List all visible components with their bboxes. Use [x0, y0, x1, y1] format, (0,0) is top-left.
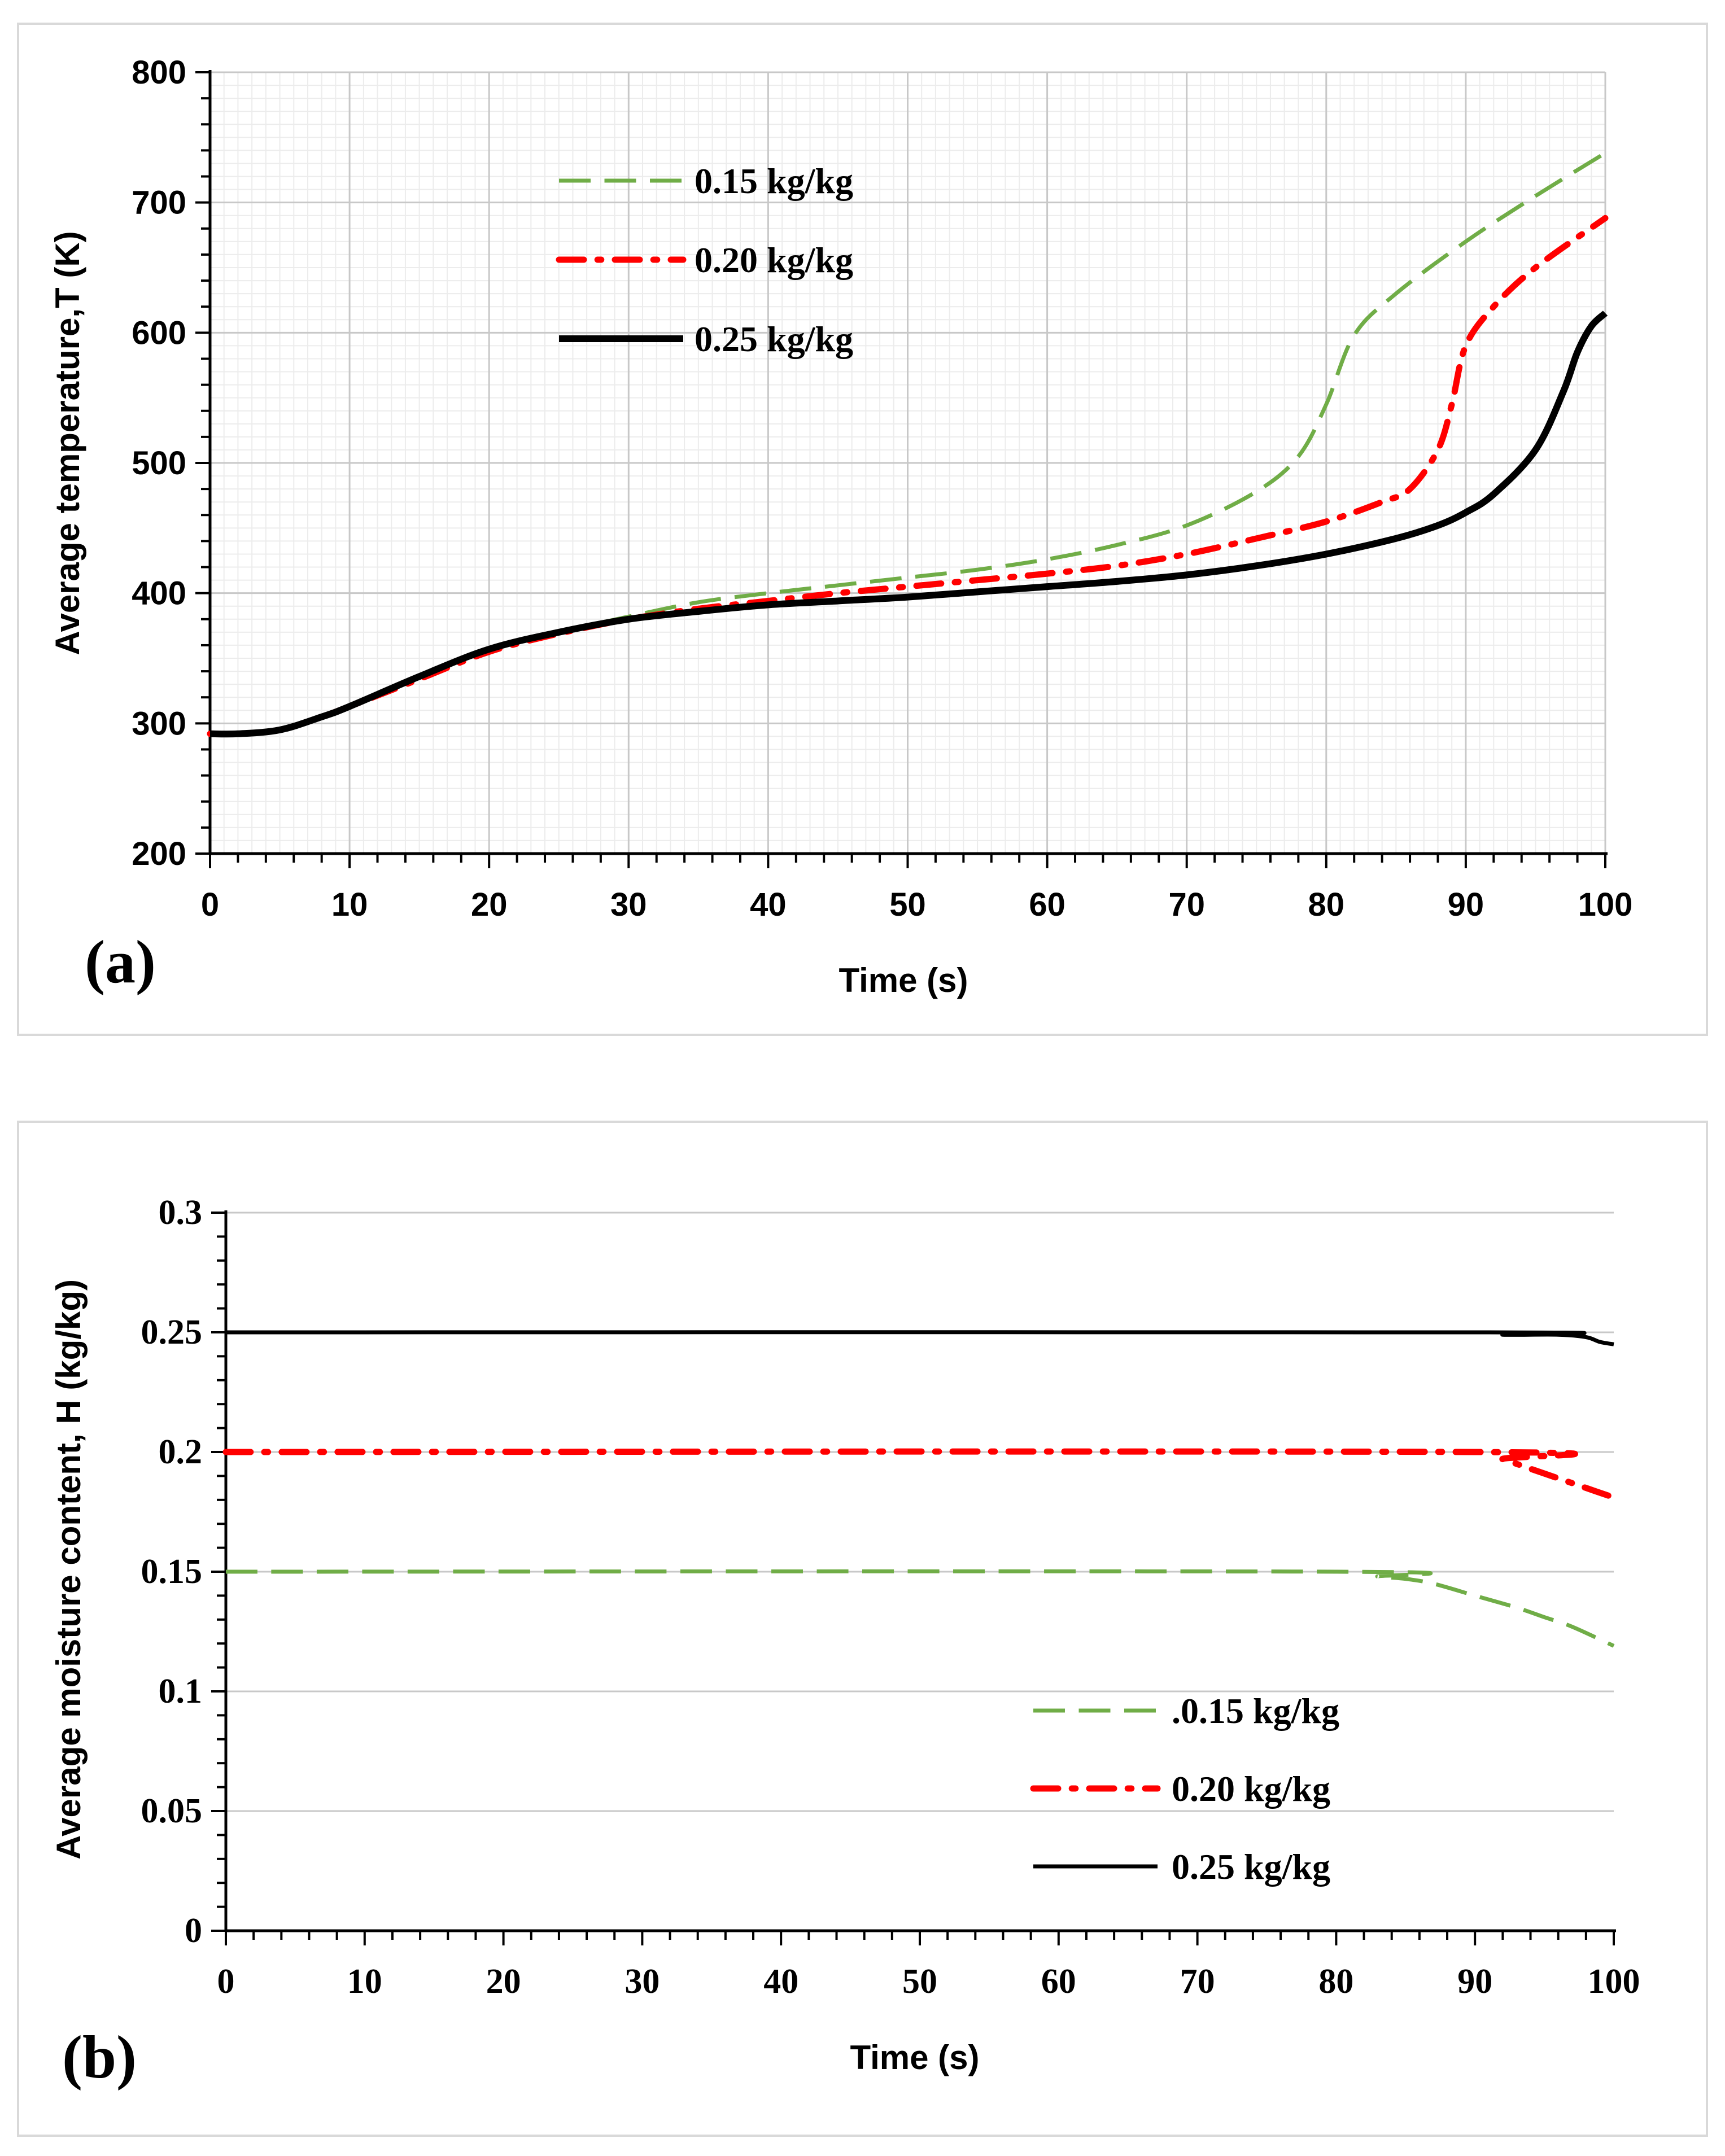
legend-label-2: 0.20 kg/kg	[695, 240, 853, 280]
panel-label-b: (b)	[62, 2024, 137, 2091]
moisture-y-axis-title: Average moisture content, H (kg/kg)	[50, 1279, 88, 1860]
x-tick-label: 50	[902, 1962, 937, 2001]
y-tick-label: 500	[132, 445, 186, 482]
series-line-3	[225, 1330, 1614, 1346]
legend-label-1: .0.15 kg/kg	[1172, 1691, 1339, 1731]
x-tick-label: 100	[1578, 886, 1633, 923]
temperature-series	[207, 151, 1609, 738]
x-tick-label: 40	[763, 1962, 798, 2001]
x-tick-label: 10	[347, 1962, 382, 2001]
temperature-x-tick-labels: 0 10 20 30 40 50 60 70 80 90 100	[201, 886, 1633, 923]
x-tick-label: 70	[1168, 886, 1205, 923]
y-tick-label: 0.25	[141, 1313, 203, 1352]
y-tick-label: 0.3	[159, 1193, 203, 1232]
y-tick-label: 0.15	[141, 1553, 203, 1591]
x-tick-label: 30	[625, 1962, 660, 2001]
temperature-x-axis-title: Time (s)	[839, 961, 968, 999]
moisture-series	[222, 1330, 1617, 1648]
moisture-x-axis-title: Time (s)	[850, 2039, 980, 2076]
y-tick-label: 600	[132, 314, 186, 351]
x-tick-label: 80	[1308, 886, 1345, 923]
moisture-y-tick-labels: 0 0.05 0.1 0.15 0.2 0.25 0.3	[141, 1193, 203, 1950]
legend-label-2: 0.20 kg/kg	[1172, 1769, 1330, 1809]
moisture-x-tick-labels: 0 10 20 30 40 50 60 70 80 90 100	[217, 1962, 1640, 2001]
x-tick-label: 90	[1448, 886, 1484, 923]
y-tick-label: 800	[132, 54, 186, 91]
y-tick-label: 0.1	[159, 1672, 203, 1711]
y-tick-label: 200	[132, 836, 186, 872]
series-line-3	[209, 311, 1608, 738]
x-tick-label: 100	[1588, 1962, 1640, 2001]
x-tick-label: 40	[750, 886, 787, 923]
temperature-y-axis-title: Average temperature,T (K)	[49, 231, 86, 655]
series-line-2	[207, 215, 1609, 737]
x-tick-label: 60	[1029, 886, 1065, 923]
x-tick-label: 60	[1041, 1962, 1076, 2001]
y-tick-label: 0.05	[141, 1792, 203, 1830]
y-tick-label: 0	[185, 1912, 202, 1950]
legend-label-3: 0.25 kg/kg	[1172, 1847, 1330, 1887]
temperature-legend: 0.15 kg/kg 0.20 kg/kg 0.25 kg/kg	[556, 161, 853, 359]
y-tick-label: 400	[132, 575, 186, 612]
x-tick-label: 50	[889, 886, 926, 923]
x-tick-label: 90	[1457, 1962, 1492, 2001]
x-tick-label: 20	[486, 1962, 521, 2001]
x-tick-label: 20	[471, 886, 508, 923]
y-tick-label: 700	[132, 185, 186, 221]
x-tick-label: 70	[1180, 1962, 1215, 2001]
chart-panel-moisture	[17, 1121, 1708, 2137]
x-tick-label: 30	[610, 886, 647, 923]
moisture-legend: .0.15 kg/kg 0.20 kg/kg 0.25 kg/kg	[1030, 1691, 1339, 1887]
x-tick-label: 0	[201, 886, 219, 923]
series-line-1	[225, 1569, 1615, 1648]
x-tick-label: 80	[1318, 1962, 1353, 2001]
temperature-axes	[195, 70, 1608, 868]
x-tick-label: 10	[331, 886, 368, 923]
x-tick-label: 0	[217, 1962, 235, 2001]
moisture-chart: 0 0.05 0.1 0.15 0.2 0.25 0.3 0 10 20 30 40 50 60 70 80…	[50, 1193, 1640, 2091]
panel-label-a: (a)	[85, 929, 156, 996]
y-tick-label: 300	[132, 705, 186, 742]
temperature-chart: 200 300 400 500 600 700 800 0 10 20 30 40 50 60 70 80 9…	[49, 54, 1632, 999]
temperature-grid	[209, 71, 1606, 855]
series-line-2	[222, 1448, 1617, 1501]
legend-label-3: 0.25 kg/kg	[695, 319, 853, 359]
temperature-y-tick-labels: 200 300 400 500 600 700 800	[132, 54, 186, 872]
legend-label-1: 0.15 kg/kg	[695, 161, 853, 201]
y-tick-label: 0.2	[159, 1433, 203, 1471]
